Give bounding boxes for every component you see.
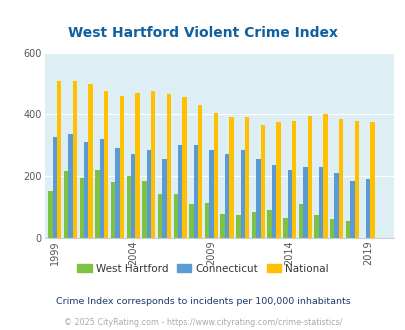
Bar (72, 81, 77, 238)
Bar (229, 117, 233, 238)
Bar (307, 116, 311, 238)
Bar (193, 145, 198, 238)
Bar (271, 165, 275, 238)
Bar (182, 97, 186, 238)
Bar (126, 176, 130, 238)
Bar (88, 83, 92, 238)
Bar (177, 145, 182, 238)
Bar (130, 154, 135, 238)
Bar (142, 181, 146, 238)
Bar (291, 120, 296, 238)
Bar (84, 142, 88, 238)
Bar (209, 150, 213, 238)
Bar (79, 178, 84, 238)
Bar (99, 139, 104, 238)
Bar (64, 171, 68, 238)
Bar (354, 120, 358, 238)
Bar (146, 150, 151, 238)
Bar (162, 159, 166, 238)
Bar (365, 179, 369, 238)
Bar (57, 81, 61, 238)
Bar (318, 167, 322, 238)
Bar (251, 212, 256, 238)
Bar (260, 125, 264, 238)
Bar (68, 134, 72, 238)
Bar (275, 122, 280, 238)
Bar (166, 94, 171, 238)
Bar (135, 93, 139, 238)
Bar (236, 214, 240, 238)
Bar (158, 194, 162, 238)
Bar (322, 115, 327, 238)
Bar (369, 122, 374, 238)
Bar (95, 170, 99, 238)
Bar (53, 138, 57, 238)
Bar (198, 105, 202, 238)
Bar (287, 170, 291, 238)
Bar (213, 113, 217, 238)
Text: Crime Index corresponds to incidents per 100,000 inhabitants: Crime Index corresponds to incidents per… (55, 297, 350, 307)
Bar (256, 159, 260, 238)
Bar (151, 91, 155, 238)
Bar (115, 148, 119, 238)
Text: © 2025 CityRating.com - https://www.cityrating.com/crime-statistics/: © 2025 CityRating.com - https://www.city… (64, 318, 341, 327)
Bar (240, 150, 244, 238)
Text: West Hartford Violent Crime Index: West Hartford Violent Crime Index (68, 26, 337, 40)
Bar (244, 117, 249, 238)
Bar (334, 173, 338, 238)
Bar (189, 204, 193, 238)
Bar (313, 214, 318, 238)
Bar (173, 194, 177, 238)
Bar (48, 191, 53, 238)
Bar (111, 182, 115, 238)
Bar (338, 119, 342, 238)
Bar (104, 91, 108, 238)
Bar (298, 204, 303, 238)
Bar (349, 181, 354, 238)
Bar (224, 154, 229, 238)
Bar (282, 217, 287, 238)
Bar (267, 210, 271, 238)
Bar (329, 218, 334, 238)
Legend: West Hartford, Connecticut, National: West Hartford, Connecticut, National (77, 264, 328, 274)
Bar (119, 96, 124, 238)
Bar (220, 214, 224, 238)
Bar (303, 167, 307, 238)
Bar (205, 203, 209, 238)
Bar (345, 221, 349, 238)
